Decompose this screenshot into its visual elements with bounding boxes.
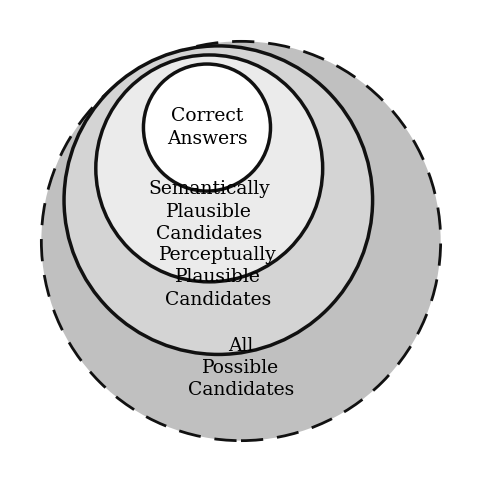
Text: Perceptually
Plausible
Candidates: Perceptually Plausible Candidates xyxy=(160,246,277,308)
Circle shape xyxy=(144,64,270,191)
Circle shape xyxy=(96,55,322,282)
Text: All
Possible
Candidates: All Possible Candidates xyxy=(188,337,294,399)
Circle shape xyxy=(64,46,373,354)
Circle shape xyxy=(41,41,441,441)
Text: Semantically
Plausible
Candidates: Semantically Plausible Candidates xyxy=(148,180,270,243)
Text: Correct
Answers: Correct Answers xyxy=(167,107,247,147)
